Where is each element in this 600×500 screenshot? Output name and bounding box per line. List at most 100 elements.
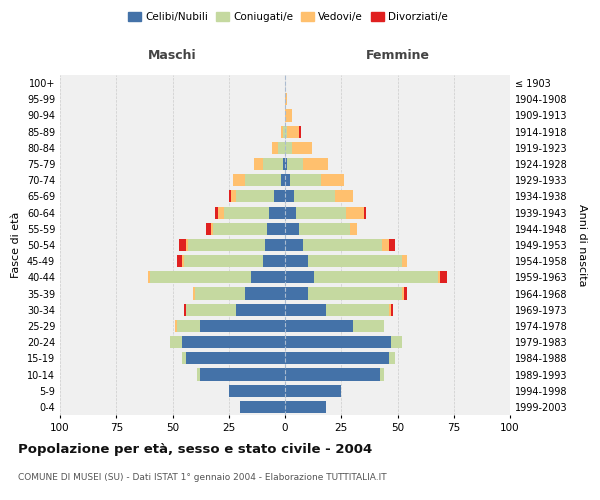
Bar <box>285 222 299 235</box>
Bar <box>314 272 438 283</box>
Bar <box>285 126 287 138</box>
Bar <box>269 206 285 218</box>
Bar <box>353 320 384 332</box>
Bar <box>175 320 177 332</box>
Bar <box>188 239 265 251</box>
Bar <box>285 206 296 218</box>
Bar <box>240 401 285 413</box>
Bar <box>285 401 325 413</box>
Bar <box>325 304 389 316</box>
Bar <box>283 158 285 170</box>
Bar <box>215 206 218 218</box>
Bar <box>197 368 199 380</box>
Bar <box>308 255 402 268</box>
Bar <box>182 255 184 268</box>
Bar <box>184 255 263 268</box>
Bar <box>182 352 186 364</box>
Bar <box>285 368 380 380</box>
Bar <box>285 304 325 316</box>
Bar <box>294 190 335 202</box>
Bar <box>402 288 404 300</box>
Bar <box>346 206 364 218</box>
Bar <box>391 304 393 316</box>
Bar <box>321 174 343 186</box>
Bar <box>335 190 353 202</box>
Bar <box>251 272 285 283</box>
Bar <box>380 368 384 380</box>
Bar <box>245 288 285 300</box>
Bar <box>285 272 314 283</box>
Text: Popolazione per età, sesso e stato civile - 2004: Popolazione per età, sesso e stato civil… <box>18 442 372 456</box>
Bar <box>285 320 353 332</box>
Bar <box>308 288 402 300</box>
Bar <box>179 239 186 251</box>
Bar <box>285 352 389 364</box>
Bar <box>364 206 366 218</box>
Bar <box>285 336 391 348</box>
Bar <box>170 336 182 348</box>
Bar <box>287 158 303 170</box>
Bar <box>382 239 389 251</box>
Bar <box>389 304 391 316</box>
Bar <box>263 255 285 268</box>
Bar <box>285 384 341 397</box>
Bar <box>350 222 357 235</box>
Bar <box>177 255 182 268</box>
Bar <box>281 126 283 138</box>
Bar <box>193 288 195 300</box>
Bar <box>290 174 321 186</box>
Bar <box>233 174 245 186</box>
Bar <box>285 255 308 268</box>
Bar <box>285 158 287 170</box>
Bar <box>231 190 235 202</box>
Bar <box>195 288 245 300</box>
Bar <box>148 272 150 283</box>
Bar <box>186 352 285 364</box>
Bar <box>285 288 308 300</box>
Bar <box>271 142 278 154</box>
Bar <box>440 272 447 283</box>
Bar <box>402 255 407 268</box>
Bar <box>235 190 274 202</box>
Bar <box>265 239 285 251</box>
Bar <box>278 142 285 154</box>
Bar <box>235 304 285 316</box>
Bar <box>285 174 290 186</box>
Bar <box>199 368 285 380</box>
Bar <box>224 206 269 218</box>
Bar <box>184 304 186 316</box>
Text: Femmine: Femmine <box>365 49 430 62</box>
Bar <box>389 352 395 364</box>
Bar <box>177 320 199 332</box>
Bar <box>292 142 312 154</box>
Bar <box>281 174 285 186</box>
Bar <box>299 222 350 235</box>
Bar <box>438 272 440 283</box>
Bar <box>229 384 285 397</box>
Bar <box>267 222 285 235</box>
Bar <box>389 239 395 251</box>
Bar <box>150 272 251 283</box>
Bar <box>296 206 346 218</box>
Bar <box>287 126 299 138</box>
Bar <box>404 288 407 300</box>
Bar <box>303 239 382 251</box>
Bar <box>186 304 235 316</box>
Bar <box>285 93 287 106</box>
Bar <box>285 142 292 154</box>
Y-axis label: Anni di nascita: Anni di nascita <box>577 204 587 286</box>
Bar <box>299 126 301 138</box>
Bar <box>182 336 285 348</box>
Bar <box>199 320 285 332</box>
Text: Maschi: Maschi <box>148 49 197 62</box>
Bar <box>285 110 292 122</box>
Y-axis label: Fasce di età: Fasce di età <box>11 212 21 278</box>
Bar <box>303 158 328 170</box>
Bar <box>254 158 263 170</box>
Bar <box>245 174 281 186</box>
Text: COMUNE DI MUSEI (SU) - Dati ISTAT 1° gennaio 2004 - Elaborazione TUTTITALIA.IT: COMUNE DI MUSEI (SU) - Dati ISTAT 1° gen… <box>18 472 386 482</box>
Bar <box>218 206 224 218</box>
Bar <box>211 222 213 235</box>
Bar <box>285 190 294 202</box>
Bar <box>283 126 285 138</box>
